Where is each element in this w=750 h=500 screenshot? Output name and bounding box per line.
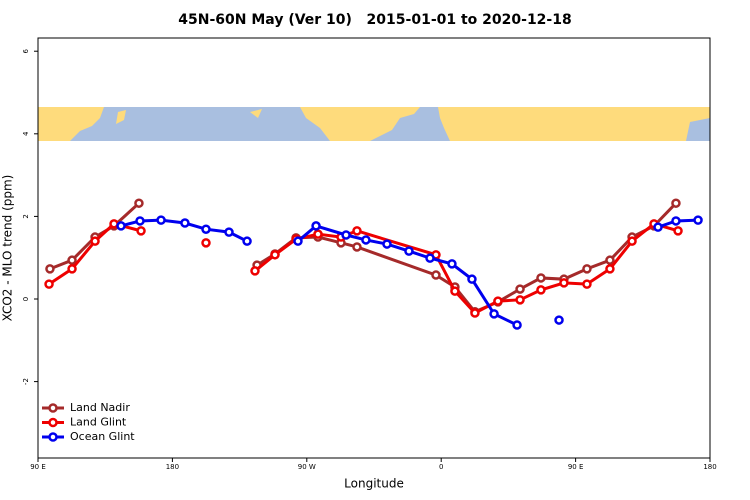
point [671,198,681,208]
point [467,274,477,284]
point [134,198,144,208]
y-axis-label: XCO2 - MLO trend (ppm) [1,175,15,322]
point [116,221,126,231]
point [447,259,457,269]
point [515,284,525,294]
point [135,216,145,226]
point [311,221,321,231]
point [382,239,392,249]
point [180,218,190,228]
y-tick-label: 2 [22,214,30,218]
chart-title: 45N-60N May (Ver 10) 2015-01-01 to 2020-… [178,12,571,28]
y-tick-label: 4 [22,131,30,136]
x-axis-label: Longitude [344,477,404,491]
point [515,295,525,305]
point [536,285,546,295]
point [559,278,569,288]
point [493,296,503,306]
point [361,235,371,245]
x-tick-label: 90 W [298,463,316,471]
y-tick-label: 0 [22,297,30,301]
x-tick-label: 180 [166,463,179,471]
point [352,226,362,236]
point [512,320,522,330]
point [224,227,234,237]
legend-marker [48,403,58,413]
point [404,246,414,256]
y-tick-label: 6 [22,48,30,53]
point [536,273,546,283]
point [44,279,54,289]
point [605,264,615,274]
point [136,226,146,236]
legend-marker [48,417,58,428]
x-tick-label: 180 [703,463,716,471]
point [156,215,166,225]
point [67,264,77,274]
point [201,224,211,234]
point [605,255,615,265]
point [582,264,592,274]
point [45,264,55,274]
point [673,226,683,236]
y-tick-label: -2 [22,378,30,385]
point [270,250,280,260]
point [250,266,260,276]
legend-label: Land Glint [70,416,127,429]
point [693,215,703,225]
point [627,236,637,246]
point [90,236,100,246]
legend-marker [48,432,58,442]
point [293,236,303,246]
point [450,286,460,296]
point [653,222,663,232]
point [242,236,252,246]
point [431,270,441,280]
x-tick-label: 90 E [30,463,46,471]
x-tick-label: 0 [439,463,443,471]
legend-label: Ocean Glint [70,430,135,443]
point [313,229,323,239]
plot-frame [37,37,711,459]
legend-label: Land Nadir [70,401,130,414]
point [425,253,435,263]
point [489,309,499,319]
point [352,242,362,252]
point [554,315,564,325]
point [201,238,211,248]
map-band [38,107,710,141]
point [582,279,592,289]
point [671,216,681,226]
point [341,230,351,240]
point [67,255,77,265]
x-tick-label: 90 E [568,463,584,471]
point [470,308,480,318]
